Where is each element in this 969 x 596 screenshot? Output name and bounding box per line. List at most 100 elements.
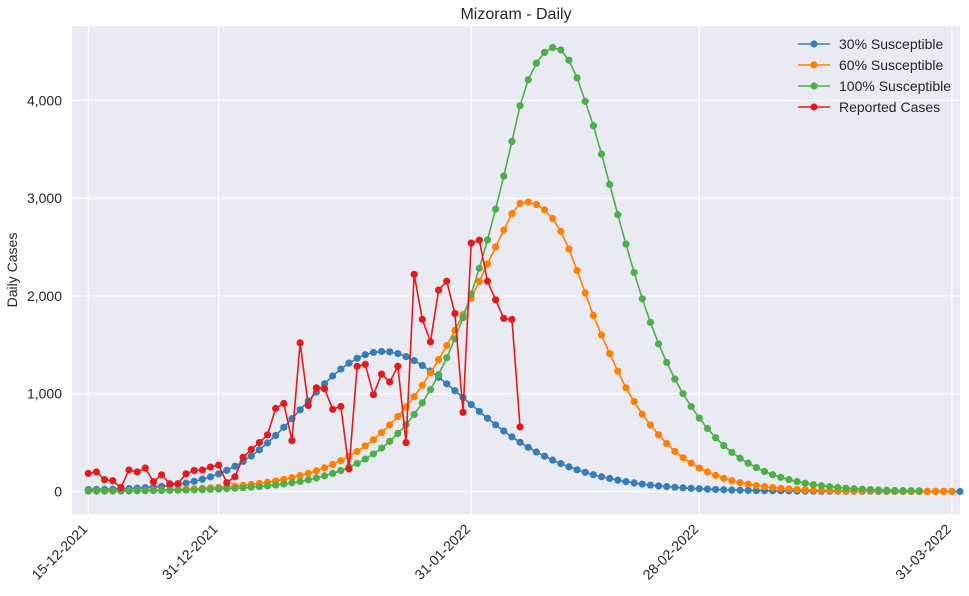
data-point	[320, 464, 329, 472]
data-point	[361, 442, 369, 450]
data-point	[435, 371, 443, 379]
data-point	[581, 97, 589, 105]
data-point	[443, 380, 451, 388]
data-point	[223, 479, 231, 487]
data-point	[263, 431, 272, 439]
data-point	[475, 264, 483, 272]
data-point	[948, 487, 956, 496]
data-point	[622, 478, 630, 486]
data-point	[638, 295, 646, 303]
data-point	[377, 370, 386, 378]
data-point	[915, 487, 923, 495]
data-point	[125, 466, 133, 474]
data-point	[459, 408, 467, 416]
data-point	[483, 236, 492, 244]
data-point	[671, 483, 679, 491]
data-point	[646, 318, 655, 326]
data-point	[549, 43, 557, 52]
data-point	[109, 487, 117, 495]
data-point	[459, 314, 467, 322]
data-point	[280, 480, 288, 488]
data-point	[426, 369, 435, 377]
data-point	[516, 423, 524, 431]
data-point	[907, 487, 915, 495]
data-point	[386, 378, 394, 386]
data-point	[549, 215, 557, 223]
y-tick-label: 3,000	[27, 190, 62, 206]
data-point	[329, 372, 337, 380]
data-point	[369, 436, 378, 444]
data-point	[337, 402, 345, 411]
data-point	[508, 433, 516, 441]
data-point	[728, 448, 736, 456]
data-point	[394, 362, 402, 370]
data-point	[402, 439, 410, 447]
data-point	[451, 309, 459, 318]
data-point	[850, 485, 858, 493]
data-point	[272, 431, 280, 440]
legend-label: Reported Cases	[839, 99, 940, 115]
data-point	[809, 480, 817, 489]
data-point	[410, 356, 418, 365]
data-point	[508, 315, 516, 323]
data-point	[516, 438, 524, 446]
data-point	[239, 453, 247, 461]
data-point	[206, 473, 215, 481]
data-point	[247, 452, 255, 460]
data-point	[923, 487, 932, 496]
data-point	[883, 486, 891, 494]
data-point	[557, 46, 565, 54]
data-point	[386, 437, 394, 445]
data-point	[247, 445, 255, 454]
data-point	[198, 486, 206, 494]
data-point	[712, 434, 720, 442]
data-point	[826, 483, 834, 491]
legend-marker	[810, 61, 818, 69]
data-point	[377, 347, 386, 356]
data-point	[280, 399, 288, 408]
data-point	[353, 447, 361, 456]
data-point	[638, 480, 646, 488]
data-point	[720, 474, 728, 482]
data-point	[492, 421, 500, 429]
data-point	[646, 421, 655, 429]
data-point	[182, 479, 190, 487]
data-point	[475, 407, 483, 416]
data-point	[410, 393, 418, 401]
chart-title: Mizoram - Daily	[460, 6, 571, 23]
data-point	[687, 402, 695, 411]
data-point	[353, 362, 361, 370]
data-point	[255, 439, 263, 447]
data-point	[288, 437, 296, 445]
y-axis-label: Daily Cases	[4, 233, 20, 308]
data-point	[744, 459, 752, 467]
data-point	[443, 277, 451, 285]
data-point	[190, 486, 198, 494]
data-point	[215, 485, 223, 493]
data-point	[353, 459, 361, 468]
data-point	[516, 199, 524, 208]
data-point	[557, 227, 565, 235]
data-point	[752, 463, 760, 472]
data-point	[573, 466, 581, 474]
data-point	[272, 404, 280, 412]
data-point	[329, 469, 337, 478]
data-point	[581, 289, 589, 297]
data-point	[231, 473, 239, 481]
data-point	[793, 477, 801, 486]
data-point	[492, 296, 500, 304]
data-point	[606, 180, 614, 189]
data-point	[394, 350, 402, 358]
data-point	[524, 198, 532, 206]
data-point	[174, 480, 182, 488]
data-point	[703, 424, 712, 433]
data-point	[206, 485, 215, 493]
data-point	[443, 354, 451, 362]
data-point	[304, 401, 312, 410]
data-point	[231, 484, 239, 492]
data-point	[418, 315, 426, 323]
data-point	[320, 385, 329, 393]
data-point	[744, 486, 752, 495]
data-point	[736, 486, 744, 494]
